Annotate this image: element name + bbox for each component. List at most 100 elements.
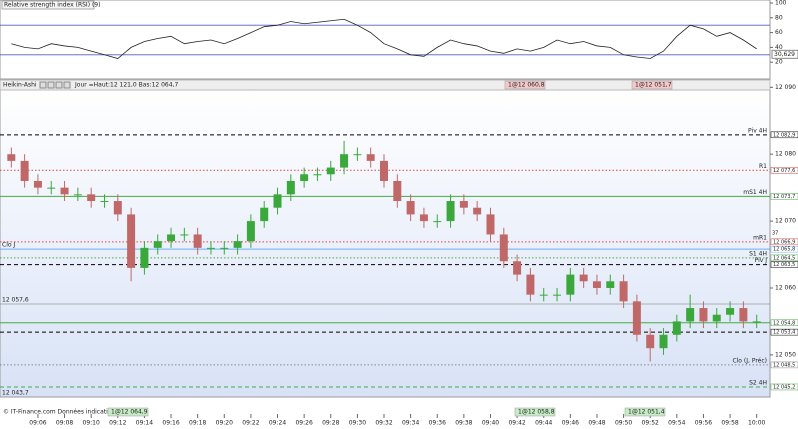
left-level-label: 12 043,7 [2,390,29,397]
candle-body [632,301,641,335]
left-level-label: 12 057,6 [2,297,29,304]
order-label: 1@12 064,9 [111,409,148,416]
level-value-label: 12 065,8 [773,247,795,253]
candle-body [566,274,575,295]
level-name: mS1 4H [743,189,767,196]
candle-body [726,308,735,315]
icon[interactable] [63,81,71,89]
candle-body [73,194,82,196]
candle-body [406,201,415,215]
level-value-label: 12 054,8 [773,320,795,326]
level-value-box [770,254,798,262]
x-tick-label: 09:28 [322,420,339,427]
candle-body [113,201,122,215]
level-value-box [770,261,798,268]
x-tick-label: 09:40 [482,420,499,427]
x-tick-label: 09:26 [295,420,312,427]
candle-body [260,207,269,222]
candle-body [499,234,508,262]
icon[interactable] [55,81,63,89]
candle-body [193,234,202,248]
candle-body [300,174,309,181]
x-tick-label: 09:24 [269,420,286,427]
candle-body [739,308,748,322]
level-value-label: 12 073,7 [773,194,795,200]
order-box [107,407,149,417]
level-value-box [770,328,798,336]
candle-body [180,234,189,236]
icon[interactable] [39,81,47,89]
order-box [504,80,546,90]
candle-body [273,194,282,208]
candle-body [233,241,242,248]
level-value-box [770,193,798,200]
candle-body [353,154,362,156]
credit: © IT-Finance.com Données indicatives [3,409,118,416]
candle-body [526,274,535,295]
candle-body [47,187,56,189]
level-name: S1 4H [749,250,767,257]
rsi-title: Relative strength index (RSI) (9) [4,2,100,9]
x-tick-label: 09:36 [429,420,446,427]
level-value-label: 12 064,5 [773,255,795,261]
y-tick-label: 12 090 [775,84,796,91]
level-value-box [770,245,798,253]
candle-body [646,334,655,349]
x-tick-label: 09:08 [56,420,73,427]
x-tick-label: 09:32 [375,420,392,427]
x-tick-label: 09:12 [109,420,126,427]
badge: 37 [772,230,778,236]
order-label: 1@12 051,4 [628,409,665,416]
level-value-box [770,383,798,391]
x-tick-label: 09:48 [588,420,605,427]
candle-body [286,180,295,195]
candle-body [153,241,162,248]
candle-body [433,221,442,223]
level-value-label: 12 077,6 [773,168,795,174]
level-value-box [770,361,798,369]
y-tick-label: 12 050 [775,351,796,358]
x-tick-label: 09:54 [668,420,685,427]
candle-body [619,281,628,302]
x-tick-label: 09:18 [189,420,206,427]
candle-body [326,167,335,175]
rsi-panel [0,0,771,80]
candle-body [712,314,721,322]
level-name: S2 4H [749,379,767,386]
x-tick-label: 09:22 [242,420,259,427]
candle-body [446,201,455,222]
y-tick-label: 20 [775,59,783,66]
x-tick-label: 09:20 [216,420,233,427]
level-value-label: 12 053,4 [773,330,795,336]
level-name: mR1 [753,234,767,241]
x-tick-label: 09:38 [455,420,472,427]
candle-body [419,214,428,222]
level-value-label: 12 082,9 [773,132,795,138]
rsi-line [11,18,757,59]
order-label: 1@12 051,7 [635,82,672,89]
x-tick-label: 09:14 [136,420,153,427]
level-value-box [770,238,798,246]
candle-body [167,234,176,242]
order-label: 1@12 058,8 [518,409,555,416]
x-tick-label: 09:42 [508,420,525,427]
candle-body [393,180,402,202]
x-tick-label: 10:00 [748,420,765,427]
x-tick-label: 09:58 [721,420,738,427]
level-name: R1 [759,163,767,170]
candle-body [459,201,468,208]
x-tick-label: 09:06 [29,420,46,427]
order-label: 1@12 060,8 [508,82,545,89]
candle-body [127,214,136,268]
candle-body [220,247,229,249]
last-value-box [771,49,798,59]
candle-body [752,321,761,323]
candle-body [473,207,482,215]
icon[interactable] [47,81,55,89]
toolbar-icons[interactable] [39,81,71,89]
level-value-label: 12 066,9 [773,239,795,245]
y-tick-label: 100 [775,0,787,7]
candle-body [340,154,349,168]
x-tick-label: 09:30 [349,420,366,427]
candle-body [699,308,708,322]
